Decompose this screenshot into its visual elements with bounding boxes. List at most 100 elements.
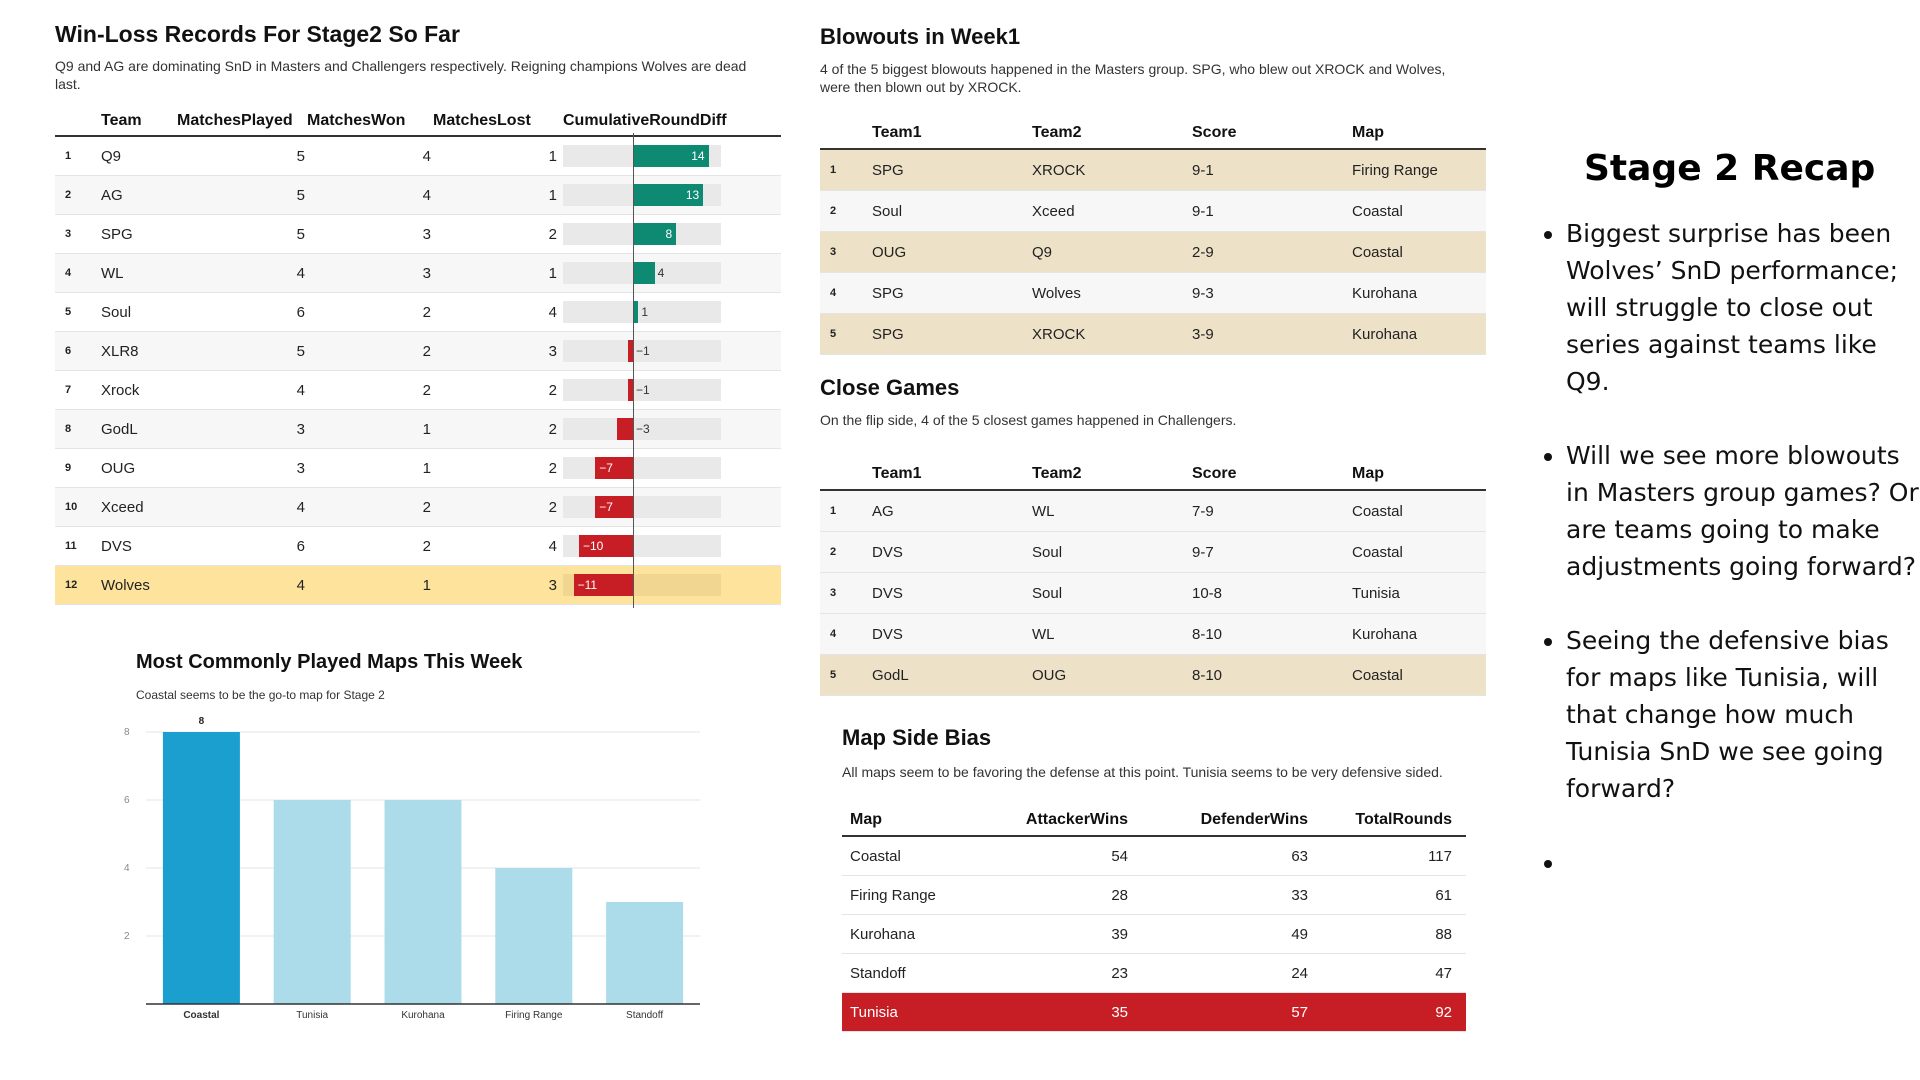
blowouts-panel: Blowouts in Week1 4 of the 5 biggest blo… [820,16,1495,355]
map-side-bias-subtitle: All maps seem to be favoring the defense… [842,764,1443,780]
total-rounds-cell: 92 [1322,992,1466,1032]
matches-won-cell: 2 [307,487,433,527]
recap-list: Biggest surprise has been Wolves’ SnD pe… [1540,215,1920,881]
matches-won-cell: 2 [307,331,433,371]
team-cell: Xrock [101,370,177,410]
map-side-bias-table: Map AttackerWins DefenderWins TotalRound… [842,805,1466,1032]
attacker-wins-cell: 54 [992,836,1142,876]
y-tick-label: 2 [124,931,130,942]
blowouts-header-row: Team1 Team2 Score Map [820,118,1486,150]
matches-played-cell: 5 [177,136,307,176]
round-diff-bar [633,223,677,245]
score-cell: 9-1 [1192,190,1352,232]
bar-tunisia [273,800,351,1004]
map-side-row: Coastal 54 63 117 [842,836,1466,876]
round-diff-label: −3 [636,422,650,436]
col-header-matches-lost: MatchesLost [433,107,559,137]
rank-cell: 1 [55,136,101,176]
team-cell: XLR8 [101,331,177,371]
round-diff-bar [633,301,639,323]
team1-cell: SPG [872,272,1032,314]
matches-lost-cell: 2 [433,370,559,410]
zero-line [633,523,634,569]
maps-bar-chart: 2 4 6 8 Coastal 8 Tunisia Kurohana Firing Range S… [124,716,700,1021]
col-header-map: Map [1352,118,1486,150]
close-games-subtitle: On the flip side, 4 of the 5 closest gam… [820,412,1237,428]
matches-won-cell: 3 [307,253,433,293]
map-cell: Tunisia [1352,572,1486,614]
matches-won-cell: 2 [307,370,433,410]
x-tick-label: Tunisia [296,1010,328,1021]
zero-line [633,406,634,452]
col-header-team1: Team1 [872,118,1032,150]
matches-won-cell: 2 [307,526,433,566]
round-diff-bar-track: −11 [563,562,721,608]
map-cell: Coastal [842,836,992,876]
zero-line [633,289,634,335]
attacker-wins-cell: 23 [992,953,1142,993]
col-header-matches-played: MatchesPlayed [177,107,307,137]
round-diff-cell: 8 [559,211,781,257]
match-row: 4 SPG Wolves 9-3 Kurohana [820,272,1486,314]
col-header-matches-won: MatchesWon [307,107,433,137]
team-cell: WL [101,253,177,293]
col-header-defender-wins: DefenderWins [1142,805,1322,837]
match-row: 1 AG WL 7-9 Coastal [820,490,1486,532]
team1-cell: DVS [872,572,1032,614]
total-rounds-cell: 61 [1322,875,1466,915]
score-cell: 10-8 [1192,572,1352,614]
total-rounds-cell: 47 [1322,953,1466,993]
map-side-row: Kurohana 39 49 88 [842,914,1466,954]
recap-title: Stage 2 Recap [1584,148,1876,189]
round-diff-label: −11 [577,578,598,592]
win-loss-row: 7 Xrock 4 2 2 −1 [55,367,781,413]
defender-wins-cell: 49 [1142,914,1322,954]
x-tick-label: Kurohana [401,1010,445,1021]
team1-cell: DVS [872,613,1032,655]
round-diff-cell: −7 [559,484,781,530]
win-loss-row: 3 SPG 5 3 2 8 [55,211,781,257]
match-row: 5 GodL OUG 8-10 Coastal [820,654,1486,696]
team1-cell: GodL [872,654,1032,696]
team1-cell: SPG [872,149,1032,191]
match-row: 4 DVS WL 8-10 Kurohana [820,613,1486,655]
map-cell: Coastal [1352,190,1486,232]
rank-cell: 10 [55,487,101,527]
rank-cell: 3 [55,214,101,254]
attacker-wins-cell: 28 [992,875,1142,915]
x-tick-label: Coastal [183,1010,219,1021]
recap-panel: Stage 2 Recap Biggest surprise has been … [1540,148,1920,918]
close-games-panel: Close Games On the flip side, 4 of the 5… [820,373,1495,696]
matches-lost-cell: 1 [433,253,559,293]
close-games-title: Close Games [820,375,960,400]
col-header-map: Map [1352,459,1486,491]
bar-kurohana [384,800,462,1004]
zero-line [633,133,634,179]
rank-cell: 3 [820,572,872,614]
matches-lost-cell: 3 [433,565,559,605]
win-loss-row: 4 WL 4 3 1 4 [55,250,781,296]
round-diff-bar-track: −10 [563,523,721,569]
matches-won-cell: 1 [307,565,433,605]
round-diff-label: −1 [636,344,650,358]
round-diff-cell: −11 [559,562,781,608]
map-cell: Kurohana [1352,313,1486,355]
attacker-wins-cell: 39 [992,914,1142,954]
x-tick-label: Standoff [626,1010,663,1021]
round-diff-label: 1 [641,305,649,319]
rank-cell: 3 [820,231,872,273]
defender-wins-cell: 24 [1142,953,1322,993]
zero-line [633,172,634,218]
rank-cell: 2 [820,190,872,232]
data-label: 8 [199,716,205,727]
matches-played-cell: 5 [177,175,307,215]
rank-cell: 2 [55,175,101,215]
zero-line [633,484,634,530]
round-diff-label: −7 [599,500,613,514]
team2-cell: Soul [1032,572,1192,614]
matches-played-cell: 6 [177,526,307,566]
round-diff-cell: 13 [559,172,781,218]
win-loss-subtitle: Q9 and AG are dominating SnD in Masters … [55,58,747,92]
team1-cell: DVS [872,531,1032,573]
round-diff-bar [616,418,633,440]
